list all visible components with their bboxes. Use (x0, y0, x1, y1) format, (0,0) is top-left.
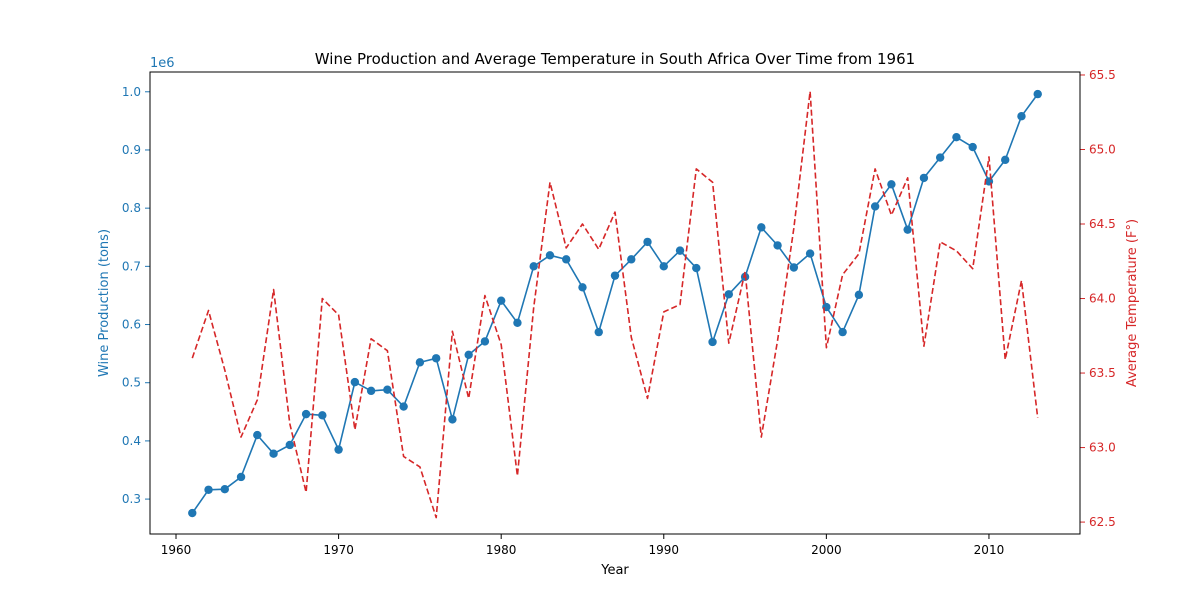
wine-production-point (627, 255, 636, 264)
wine-production-point (529, 262, 538, 271)
right-tick-label: 64.5 (1089, 217, 1116, 231)
wine-production-point (692, 263, 701, 273)
wine-production-point (366, 386, 376, 396)
plot-frame (149, 71, 1081, 535)
wine-production-point (285, 440, 295, 450)
wine-production-point (545, 251, 555, 260)
wine-production-point (1001, 155, 1010, 165)
wine-production-point (610, 271, 620, 280)
wine-production-point (838, 327, 847, 337)
wine-production-point (253, 430, 262, 440)
wine-production-point (334, 445, 343, 454)
wine-production-point (952, 132, 961, 142)
right-tick-label: 65.0 (1089, 142, 1116, 156)
wine-production-point (350, 377, 360, 387)
wine-production-line (191, 93, 1039, 514)
wine-production-point (301, 409, 311, 419)
x-tick-label: 1970 (323, 543, 354, 557)
wine-production-point (236, 472, 246, 482)
chart-title: Wine Production and Average Temperature … (315, 50, 915, 68)
wine-production-point (448, 415, 457, 424)
plot-marks: 1960 1970 1980 1990 2000 2010 0.3 0.4 0.5 0.6 0.7 0… (122, 68, 1116, 557)
left-tick-label: 0.6 (122, 318, 141, 332)
x-axis-label: Year (600, 563, 629, 578)
wine-production-point (415, 358, 425, 367)
left-axis-label: Wine Production (tons) (97, 229, 112, 377)
wine-production-point (204, 485, 213, 494)
wine-production-point (1017, 112, 1026, 121)
wine-production-point (399, 402, 408, 411)
wine-production-point (789, 263, 799, 272)
left-tick-label: 0.3 (122, 492, 141, 506)
left-tick-label: 0.5 (122, 376, 141, 390)
x-tick-label: 1960 (161, 543, 192, 557)
left-tick-label: 0.9 (122, 143, 141, 157)
wine-production-point (757, 223, 766, 232)
wine-production-point (903, 225, 912, 234)
right-tick-label: 63.5 (1089, 366, 1116, 380)
right-axis-label: Average Temperature (F°) (1125, 219, 1140, 387)
wine-production-point (659, 262, 668, 271)
right-tick-label: 63.0 (1089, 441, 1116, 455)
wine-production-point (383, 385, 392, 394)
right-tick-label: 64.0 (1089, 292, 1116, 306)
wine-production-point (968, 142, 977, 152)
x-tick-label: 2000 (811, 543, 842, 557)
wine-production-point (513, 318, 522, 327)
wine-production-point (594, 327, 603, 337)
wine-production-point (935, 153, 945, 162)
x-tick-label: 1990 (649, 543, 680, 557)
x-tick-label: 2010 (974, 543, 1005, 557)
wine-production-point (269, 449, 278, 458)
wine-production-point (870, 202, 880, 211)
wine-production-point (220, 484, 229, 494)
wine-production-point (675, 246, 685, 255)
wine-production-point (480, 337, 490, 346)
wine-production-point (724, 290, 734, 299)
x-tick-label: 1980 (486, 543, 517, 557)
left-tick-label: 0.8 (122, 201, 141, 215)
wine-production-point (854, 290, 864, 300)
wine-production-point (496, 296, 506, 305)
left-tick-label: 0.7 (122, 259, 141, 273)
wine-production-point (562, 255, 571, 264)
wine-production-point (431, 354, 441, 363)
wine-production-point (919, 173, 929, 183)
left-tick-label: 1.0 (122, 85, 141, 99)
wine-production-point (708, 337, 717, 347)
right-tick-label: 65.5 (1089, 68, 1116, 82)
wine-production-point (773, 241, 782, 250)
wine-production-point (578, 283, 587, 292)
wine-production-point (805, 249, 815, 258)
wine-production-point (643, 237, 652, 247)
left-offset-text: 1e6 (150, 56, 175, 71)
wine-production-point (1033, 89, 1042, 99)
wine-production-point (464, 350, 473, 359)
wine-production-point (887, 180, 896, 189)
wine-production-point (318, 411, 327, 420)
right-tick-label: 62.5 (1089, 515, 1116, 529)
left-tick-label: 0.4 (122, 434, 141, 448)
wine-production-point (188, 508, 197, 518)
temperature-line (191, 90, 1039, 519)
